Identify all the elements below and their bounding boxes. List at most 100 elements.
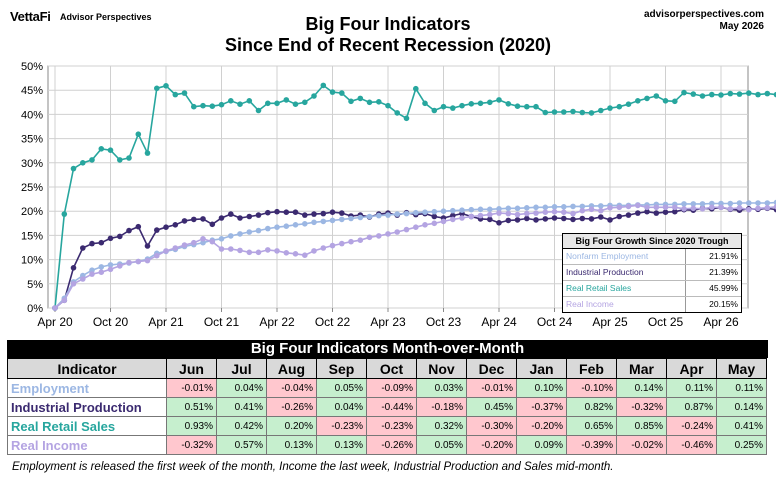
data-point-real-income [61,297,68,304]
data-point-nonfarm-employment [690,201,697,207]
chart-title: Big Four Indicators Since End of Recent … [160,14,616,56]
data-point-real-retail-sales [339,90,345,96]
data-point-nonfarm-employment [598,203,604,209]
mom-cell: 0.42% [216,416,267,436]
data-point-industrial-production [163,224,169,230]
data-point-real-income [644,204,650,211]
data-point-nonfarm-employment [274,224,280,230]
data-point-nonfarm-employment [681,201,687,207]
data-point-real-income [459,215,465,221]
data-point-industrial-production [311,211,317,217]
mom-cell: 0.20% [266,416,317,436]
data-point-real-retail-sales [487,99,493,106]
data-point-real-retail-sales [625,101,632,107]
mom-row: Real Retail Sales 0.93% 0.42% 0.20% -0.23% -0… [7,416,767,436]
data-point-industrial-production [218,215,225,221]
data-point-real-income [218,246,225,252]
data-point-real-income [228,246,234,252]
data-point-nonfarm-employment [514,205,521,212]
data-point-industrial-production [89,240,95,247]
data-point-real-income [98,269,105,275]
mom-cell: -0.04% [266,378,317,398]
data-point-real-income [89,271,95,277]
mom-cell: 0.65% [566,416,617,436]
data-point-real-income [551,208,558,215]
mom-cell: -0.37% [516,397,567,417]
mom-row-label: Employment [7,378,167,398]
mom-header-month: Mar [616,358,667,379]
mom-cell: -0.23% [366,416,417,436]
mom-cell: 0.14% [716,397,767,417]
data-point-real-income [662,204,669,211]
data-point-real-income [154,252,160,259]
data-point-real-income [255,249,262,256]
data-point-real-income [570,210,576,217]
data-point-industrial-production [107,235,114,242]
mom-header-month: May [716,358,767,379]
mom-header-month: Apr [666,358,717,379]
data-point-industrial-production [339,210,345,216]
data-point-nonfarm-employment [283,223,290,229]
data-point-real-income [487,211,493,218]
data-point-real-income [366,234,373,241]
data-point-nonfarm-employment [385,212,391,218]
growth-row: Real Income 20.15% [563,297,741,312]
data-point-real-income [311,248,317,254]
data-point-industrial-production [496,220,502,226]
data-point-nonfarm-employment [357,214,364,221]
mom-cell: -0.10% [566,378,617,398]
mom-header-month: Jan [516,358,567,379]
mom-cell: -0.09% [366,378,417,398]
data-point-real-income [70,281,77,287]
data-point-real-retail-sales [440,103,447,110]
data-point-real-retail-sales [366,99,373,106]
x-tick-label: Oct 24 [537,315,573,329]
data-point-industrial-production [524,215,530,222]
data-point-real-income [699,206,706,212]
y-tick-label: 10% [21,255,43,267]
data-point-real-retail-sales [579,109,586,116]
data-point-real-retail-sales [496,97,502,103]
data-point-real-retail-sales [635,98,641,104]
mom-cell: 0.09% [516,435,567,455]
growth-row-label: Nonfarm Employment [566,251,649,261]
data-point-real-retail-sales [718,92,724,98]
data-point-real-income [440,218,447,225]
mom-header-month: Aug [266,358,317,379]
data-point-real-retail-sales [320,82,327,89]
data-point-real-retail-sales [533,103,539,110]
data-point-real-income [736,205,743,211]
data-point-industrial-production [255,212,262,218]
data-point-real-income [209,238,216,245]
mom-cell: -0.32% [166,435,217,455]
mom-cell: -0.32% [616,397,667,417]
x-tick-label: Apr 25 [592,315,628,329]
data-point-real-retail-sales [468,101,475,107]
data-point-real-income [477,212,484,219]
data-point-nonfarm-employment [533,204,539,211]
data-point-nonfarm-employment [505,205,512,212]
data-point-real-retail-sales [773,91,776,98]
mom-cell: -0.30% [466,416,517,436]
data-point-real-income [422,222,428,228]
y-tick-label: 5% [27,279,43,291]
data-point-real-income [524,210,530,217]
data-point-nonfarm-employment [468,206,475,213]
data-point-real-income [80,276,86,282]
mom-row-label: Industrial Production [7,397,167,417]
data-point-nonfarm-employment [98,264,105,270]
data-point-real-income [755,205,761,212]
mom-cell: 0.51% [166,397,217,417]
data-point-real-retail-sales [505,101,512,107]
mom-header-month: Jun [166,358,217,379]
data-point-industrial-production [579,215,586,222]
data-point-industrial-production [144,243,151,249]
growth-box-rows: Nonfarm Employment 21.91% Industrial Produ… [563,249,741,312]
data-point-industrial-production [228,211,234,217]
data-point-real-income [746,206,752,213]
data-point-real-retail-sales [292,101,299,107]
data-point-industrial-production [237,215,243,221]
growth-row-label: Industrial Production [566,267,644,277]
data-point-real-income [274,248,280,254]
data-point-nonfarm-employment [376,212,382,219]
